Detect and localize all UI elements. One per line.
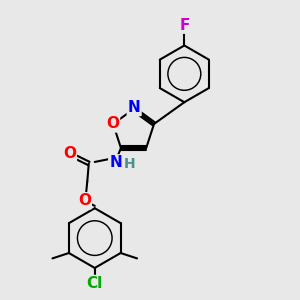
Text: Cl: Cl bbox=[87, 276, 103, 291]
Text: O: O bbox=[63, 146, 76, 161]
Text: H: H bbox=[123, 157, 135, 171]
Text: O: O bbox=[106, 116, 119, 131]
Text: O: O bbox=[78, 193, 91, 208]
Text: N: N bbox=[109, 155, 122, 170]
Text: N: N bbox=[128, 100, 140, 115]
Text: F: F bbox=[179, 18, 190, 33]
